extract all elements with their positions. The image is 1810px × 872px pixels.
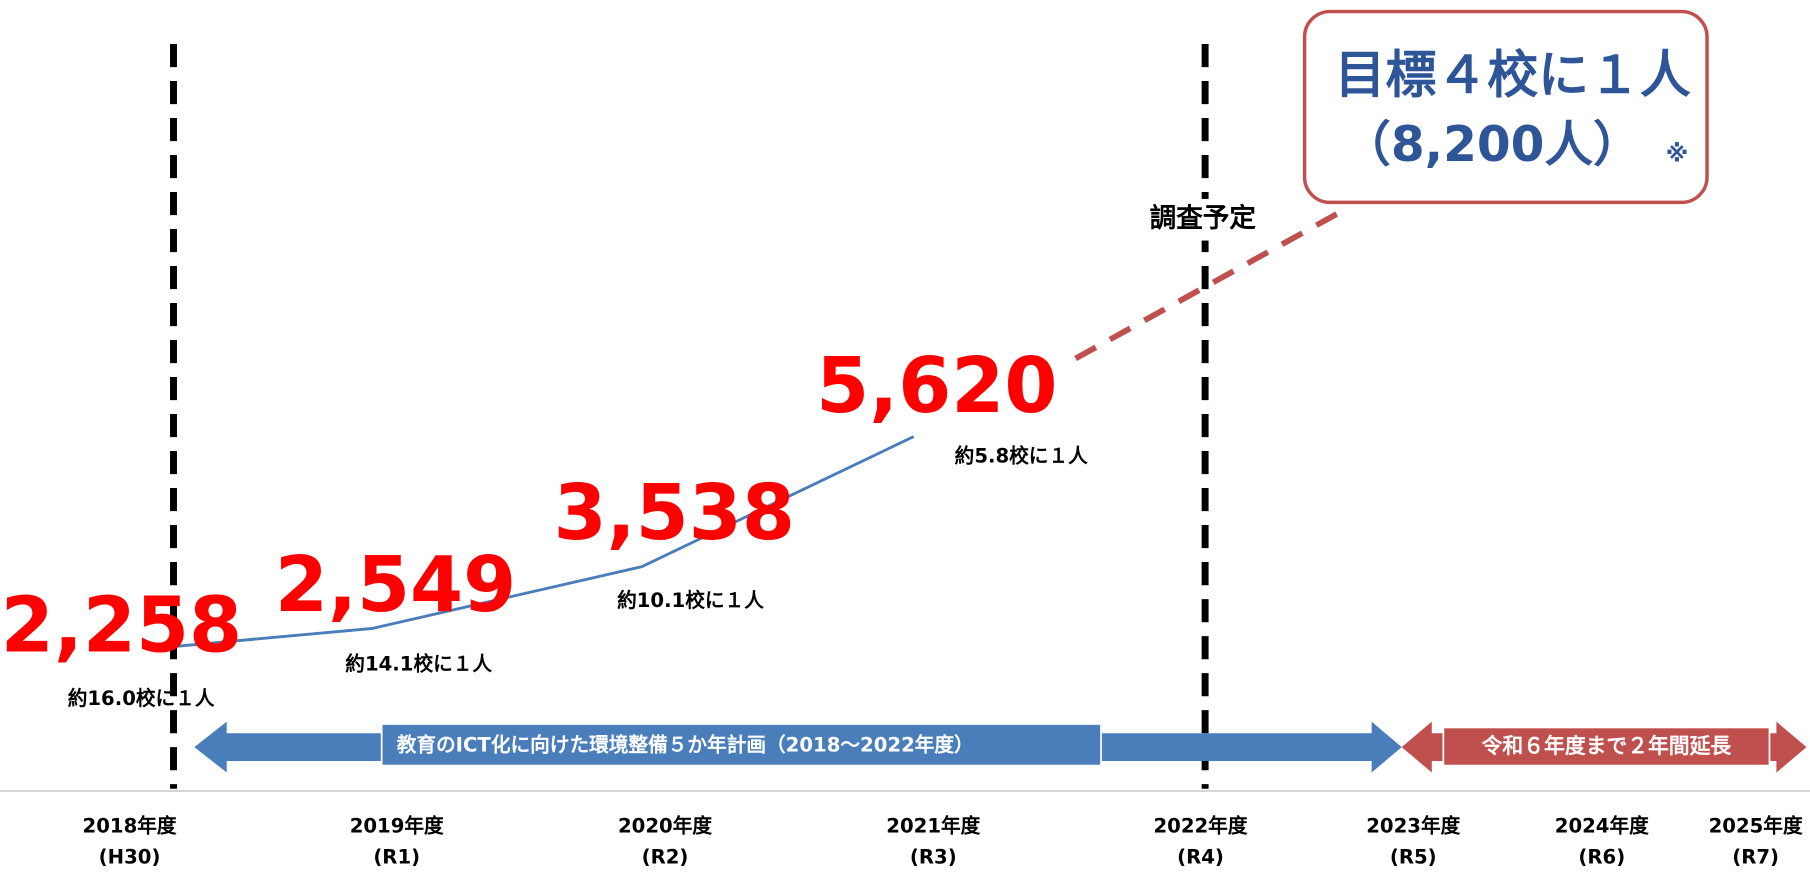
x-tick-label: 2023年度: [1366, 814, 1460, 837]
value-label: 2,549: [275, 540, 516, 629]
ratio-label: 約5.8校に１人: [955, 444, 1088, 467]
target-box: [1302, 9, 1709, 205]
ratio-label: 約14.1校に１人: [345, 652, 492, 675]
survey-label-bg: [1140, 198, 1268, 241]
extension-arrow-box: [1442, 726, 1771, 767]
x-tick-label: 2020年度: [618, 814, 712, 837]
survey-label: 調査予定: [1150, 203, 1257, 234]
x-tick-sublabel: (R4): [1177, 846, 1224, 869]
x-tick-sublabel: (R1): [373, 846, 420, 869]
x-tick-sublabel: (R5): [1390, 846, 1437, 869]
ratio-label: 約16.0校に１人: [68, 687, 215, 710]
x-tick-sublabel: (H30): [99, 846, 161, 869]
value-label: 5,620: [816, 341, 1057, 430]
x-tick-label: 2019年度: [350, 814, 444, 837]
value-label: 2,258: [1, 580, 242, 669]
x-tick-sublabel: (R3): [910, 846, 957, 869]
plan-arrow-box: [380, 723, 1102, 767]
target-note: ※: [1666, 141, 1688, 167]
x-tick-label: 2022年度: [1153, 814, 1247, 837]
target-trend-line: [1074, 205, 1349, 362]
plan-arrow-label: 教育のICT化に向けた環境整備５か年計画（2018～2022年度）: [397, 733, 974, 756]
extension-arrow-label: 令和６年度まで２年間延長: [1481, 734, 1732, 758]
x-tick-label: 2021年度: [886, 814, 980, 837]
x-tick-sublabel: (R6): [1578, 846, 1625, 869]
x-tick-sublabel: (R2): [642, 846, 689, 869]
x-tick-sublabel: (R7): [1732, 846, 1779, 869]
data-line: [173, 435, 915, 649]
x-tick-label: 2024年度: [1555, 814, 1649, 837]
target-value: （8,200人）: [1342, 117, 1641, 173]
ratio-label: 約10.1校に１人: [617, 589, 764, 612]
x-tick-label: 2018年度: [83, 814, 177, 837]
target-title: 目標４校に１人: [1335, 46, 1691, 105]
value-label: 3,538: [554, 468, 795, 557]
x-tick-label: 2025年度: [1709, 814, 1803, 837]
